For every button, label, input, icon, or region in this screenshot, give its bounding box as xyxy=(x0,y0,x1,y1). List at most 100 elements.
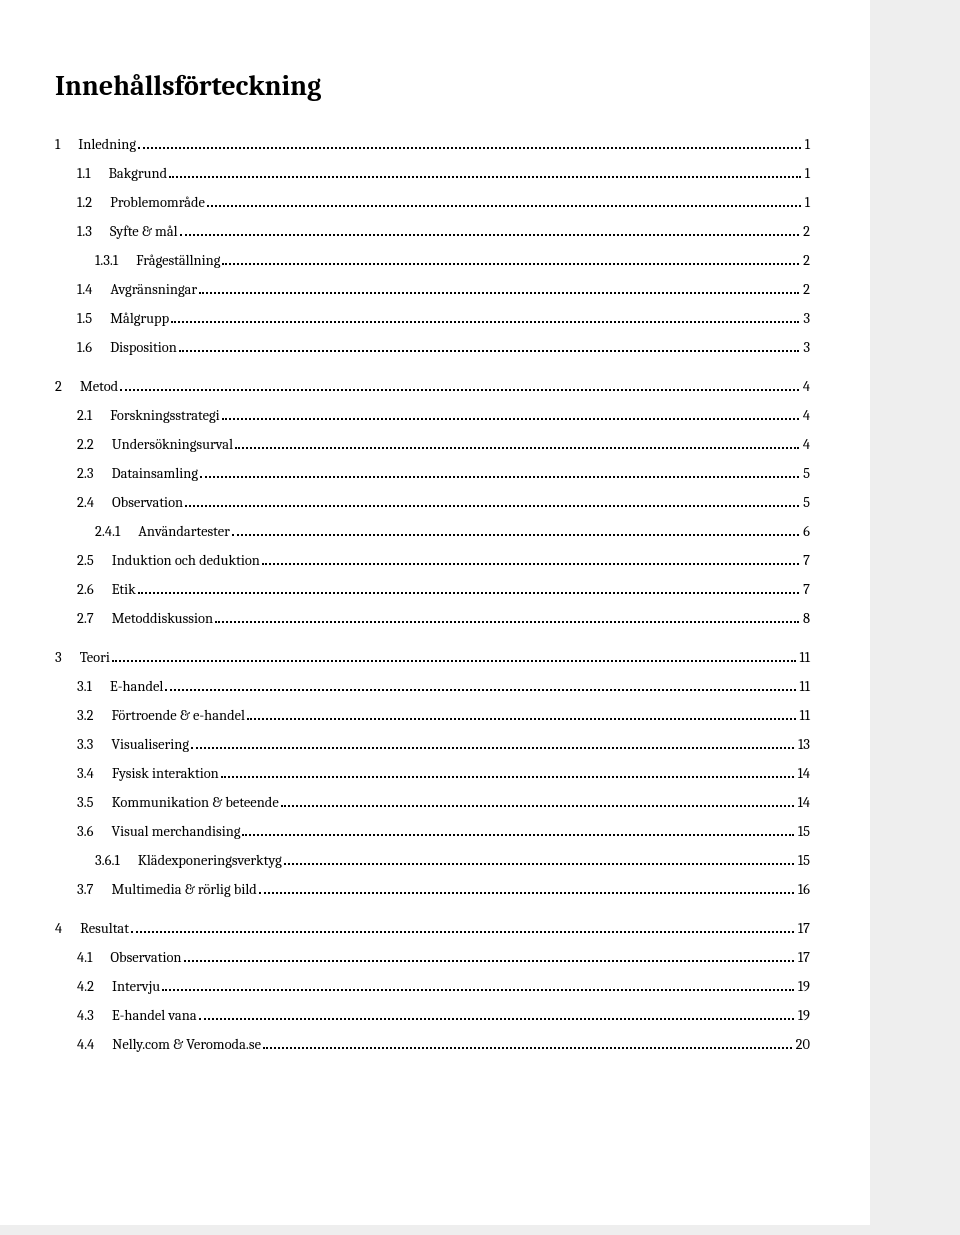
toc-entry-number: 3.6.1 xyxy=(95,852,138,869)
toc-dot-leader xyxy=(138,582,799,594)
toc-entry-label: Förtroende & e-handel xyxy=(112,707,245,724)
toc-entry: 2.4.1Användartester6 xyxy=(55,517,810,546)
toc-entry: 2.3Datainsamling5 xyxy=(55,459,810,488)
toc-entry-label: Målgrupp xyxy=(110,310,169,327)
toc-entry: 4.1Observation17 xyxy=(55,943,810,972)
toc-entry-label: Klädexponeringsverktyg xyxy=(138,852,282,869)
toc-entry: 3.4Fysisk interaktion14 xyxy=(55,759,810,788)
toc-entry-label: Metoddiskussion xyxy=(112,610,213,627)
toc-entry-page: 19 xyxy=(796,1007,810,1024)
toc-entry-label: Kommunikation & beteende xyxy=(112,794,279,811)
toc-entry-number: 1.1 xyxy=(77,165,109,182)
toc-entry-label: Multimedia & rörlig bild xyxy=(112,881,257,898)
toc-entry: 2Metod4 xyxy=(55,372,810,401)
toc-dot-leader xyxy=(200,466,799,478)
toc-entry-number: 2.5 xyxy=(77,552,112,569)
toc-dot-leader xyxy=(179,340,800,352)
toc-entry: 1.3Syfte & mål2 xyxy=(55,217,810,246)
toc-entry: 3Teori11 xyxy=(55,643,810,672)
toc-dot-leader xyxy=(199,1008,794,1020)
toc-entry-number: 1.3 xyxy=(77,223,110,240)
toc-entry: 2.7Metoddiskussion8 xyxy=(55,604,810,633)
toc-entry-label: Observation xyxy=(110,949,181,966)
toc-entry-label: Induktion och deduktion xyxy=(112,552,260,569)
toc-entry-page: 17 xyxy=(796,949,810,966)
toc-entry-label: Frågeställning xyxy=(136,252,220,269)
toc-entry-number: 3.2 xyxy=(77,707,112,724)
toc-entry: 3.1E-handel11 xyxy=(55,672,810,701)
toc-dot-leader xyxy=(232,524,799,536)
toc-entry-label: E-handel vana xyxy=(112,1007,197,1024)
toc-entry-number: 3.5 xyxy=(77,794,112,811)
toc-entry-page: 5 xyxy=(801,494,810,511)
toc-entry: 1.2Problemområde 1 xyxy=(55,188,810,217)
toc-entry: 3.6.1Klädexponeringsverktyg15 xyxy=(55,846,810,875)
toc-dot-leader xyxy=(222,408,799,420)
toc-entry-number: 3.3 xyxy=(77,736,111,753)
toc-entry: 1.3.1Frågeställning 2 xyxy=(55,246,810,275)
toc-entry-label: Forskningsstrategi xyxy=(110,407,220,424)
toc-dot-leader xyxy=(120,379,799,391)
toc-entry-label: Observation xyxy=(112,494,183,511)
toc-entry-label: E-handel xyxy=(110,678,163,695)
toc-dot-leader xyxy=(242,824,793,836)
toc-entry-number: 3.1 xyxy=(77,678,110,695)
toc-dot-leader xyxy=(165,679,795,691)
toc-entry-label: Avgränsningar xyxy=(110,281,197,298)
toc-entry: 2.6Etik7 xyxy=(55,575,810,604)
toc-entry-number: 4.3 xyxy=(77,1007,112,1024)
toc-entry-label: Disposition xyxy=(110,339,177,356)
toc-entry-label: Intervju xyxy=(112,978,160,995)
toc-entry-page: 15 xyxy=(796,823,810,840)
toc-entry: 1.4Avgränsningar2 xyxy=(55,275,810,304)
toc-entry: 1.5Målgrupp3 xyxy=(55,304,810,333)
toc-entry-number: 3.6 xyxy=(77,823,112,840)
toc-entry-page: 7 xyxy=(801,552,810,569)
toc-entry-label: Metod xyxy=(80,378,118,395)
toc-entry-label: Problemområde xyxy=(110,194,205,211)
toc-entry: 2.2Undersökningsurval4 xyxy=(55,430,810,459)
toc-entry-number: 1 xyxy=(55,136,78,153)
toc-dot-leader xyxy=(191,737,794,749)
toc-entry-number: 2.1 xyxy=(77,407,110,424)
toc-entry-page: 14 xyxy=(796,765,810,782)
toc-entry-page: 19 xyxy=(796,978,810,995)
toc-entry: 3.7Multimedia & rörlig bild16 xyxy=(55,875,810,904)
toc-entry-number: 3.7 xyxy=(77,881,112,898)
table-of-contents: 1Inledning11.1Bakgrund11.2Problemområde1… xyxy=(55,130,810,1059)
toc-entry-page: 11 xyxy=(798,707,811,724)
toc-entry-label: Bakgrund xyxy=(109,165,168,182)
page-title: Innehållsförteckning xyxy=(55,70,810,102)
toc-dot-leader xyxy=(169,166,801,178)
toc-dot-leader xyxy=(259,882,794,894)
toc-entry-number: 1.6 xyxy=(77,339,110,356)
toc-entry-page: 8 xyxy=(801,610,810,627)
toc-entry: 3.5Kommunikation & beteende14 xyxy=(55,788,810,817)
toc-entry: 3.6Visual merchandising15 xyxy=(55,817,810,846)
toc-entry-page: 5 xyxy=(801,465,810,482)
toc-entry-page: 4 xyxy=(801,407,810,424)
toc-entry: 1.6Disposition3 xyxy=(55,333,810,362)
toc-entry-number: 4 xyxy=(55,920,80,937)
toc-entry-label: Nelly.com & Veromoda.se xyxy=(112,1036,261,1053)
toc-entry-page: 1 xyxy=(803,194,810,211)
toc-entry-number: 1.2 xyxy=(77,194,110,211)
toc-entry: 3.2Förtroende & e-handel 11 xyxy=(55,701,810,730)
toc-entry-page: 17 xyxy=(796,920,810,937)
toc-entry-page: 4 xyxy=(801,436,810,453)
toc-dot-leader xyxy=(185,495,799,507)
toc-entry-label: Datainsamling xyxy=(112,465,199,482)
toc-entry-page: 13 xyxy=(796,736,810,753)
toc-entry: 4.3E-handel vana 19 xyxy=(55,1001,810,1030)
toc-dot-leader xyxy=(281,795,794,807)
toc-entry-label: Visualisering xyxy=(111,736,189,753)
toc-entry-label: Användartester xyxy=(138,523,230,540)
toc-entry-number: 4.4 xyxy=(77,1036,112,1053)
toc-entry: 3.3Visualisering 13 xyxy=(55,730,810,759)
toc-entry-page: 2 xyxy=(801,252,810,269)
toc-entry-number: 1.3.1 xyxy=(95,252,136,269)
toc-dot-leader xyxy=(180,224,800,236)
toc-entry-page: 3 xyxy=(801,310,810,327)
document-page: Innehållsförteckning 1Inledning11.1Bakgr… xyxy=(0,0,870,1225)
toc-entry-page: 1 xyxy=(803,165,810,182)
